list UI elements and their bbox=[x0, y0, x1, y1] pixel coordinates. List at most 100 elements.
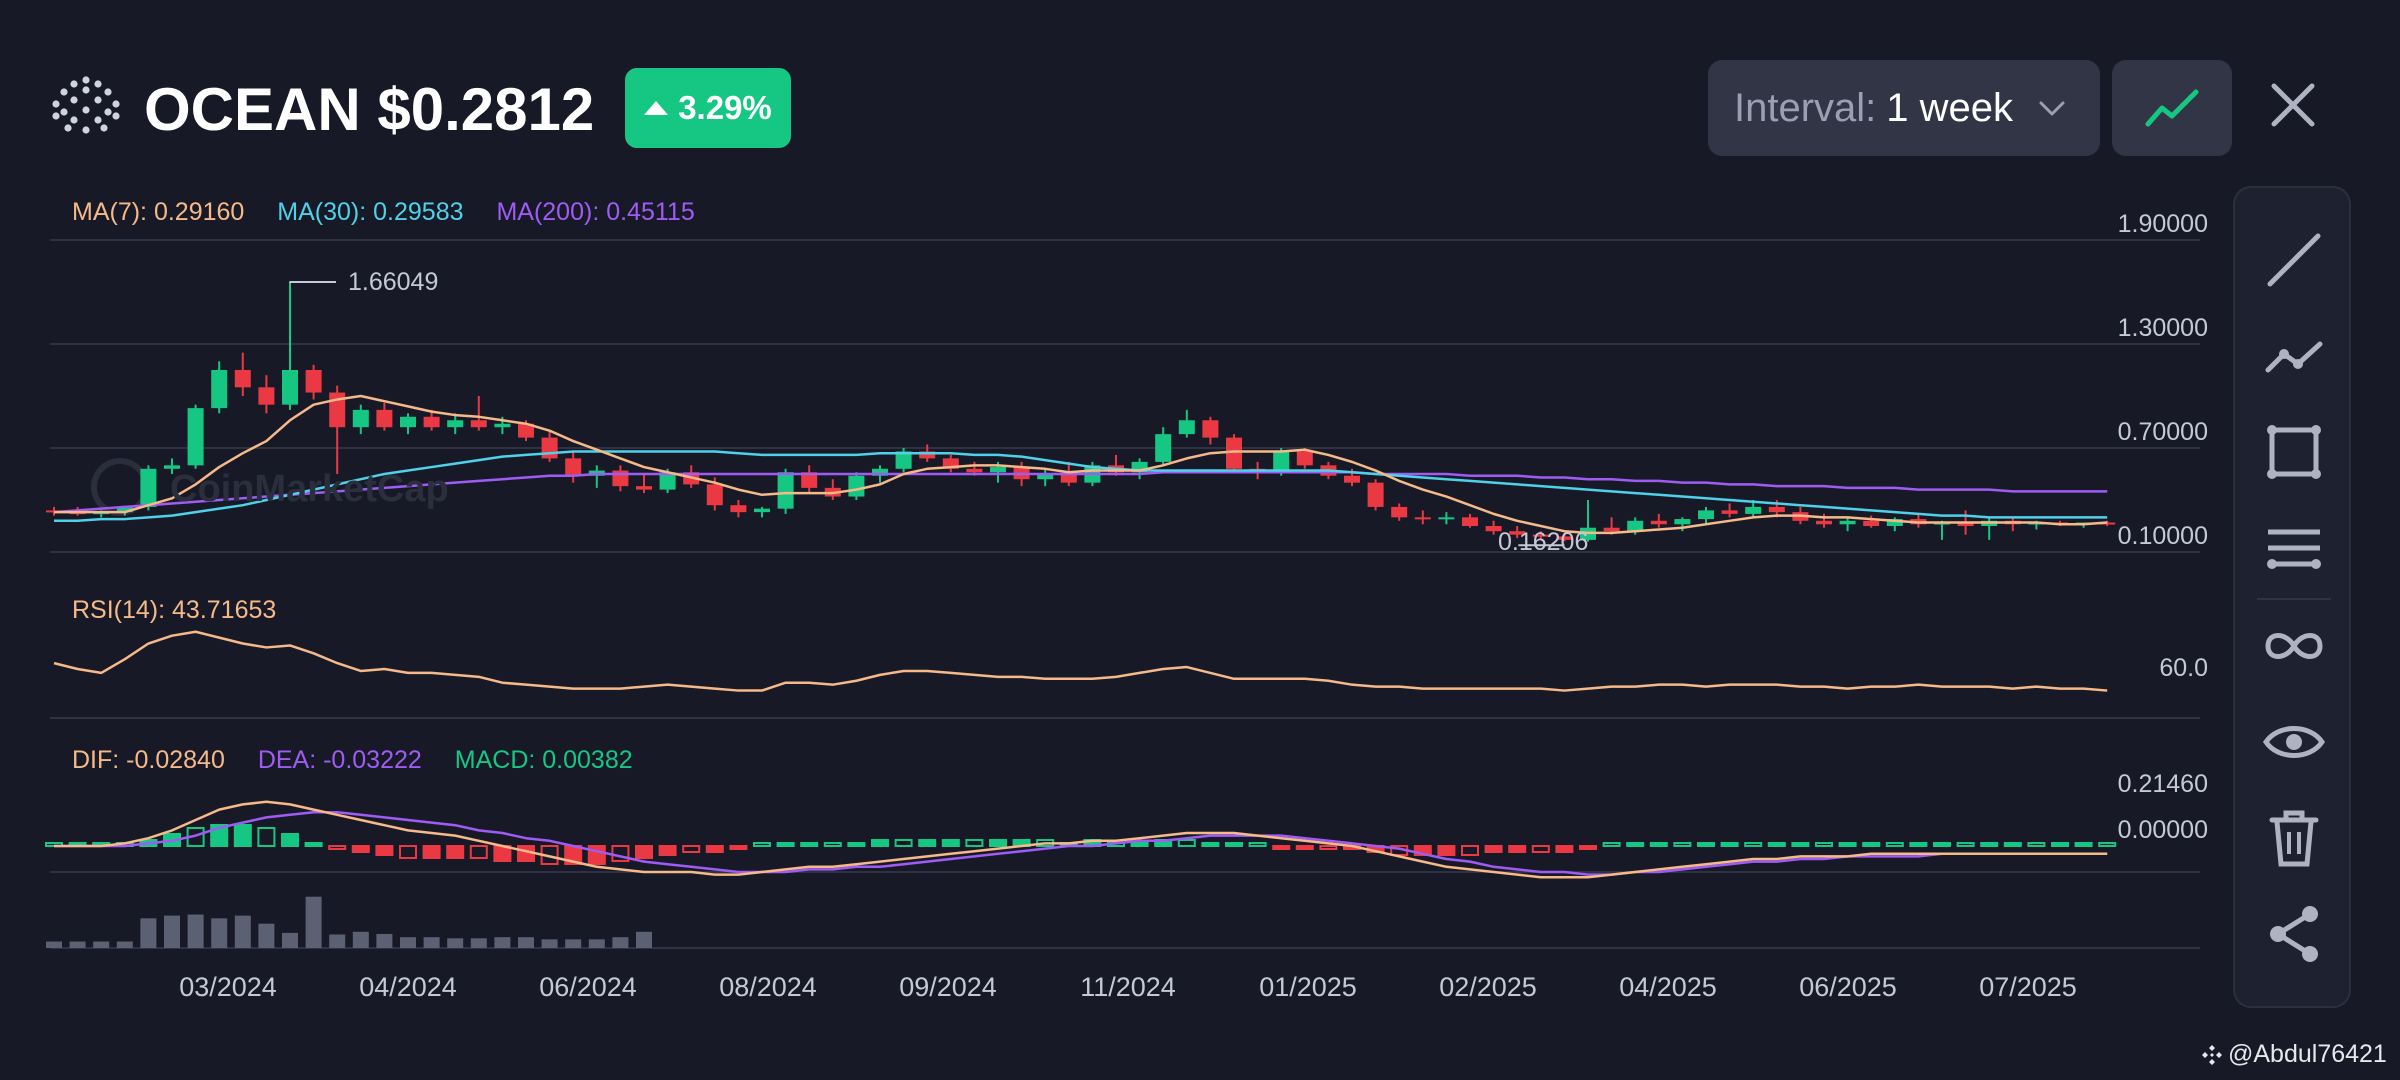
macd-histogram-bar bbox=[1720, 842, 1739, 847]
candle-body bbox=[1698, 510, 1714, 520]
logo-dot bbox=[52, 112, 60, 120]
candle-body bbox=[754, 508, 770, 513]
macd-histogram-bar bbox=[304, 842, 323, 847]
volume-bar bbox=[494, 937, 511, 948]
y-tick-label: 1.90000 bbox=[2117, 210, 2208, 238]
rsi-tick-label: 60.0 bbox=[2159, 654, 2208, 682]
candle-body bbox=[1650, 520, 1667, 525]
macd-histogram-bar bbox=[682, 845, 701, 853]
trend-line-icon bbox=[2267, 233, 2321, 287]
volume-bar bbox=[234, 915, 251, 948]
rectangle-icon bbox=[2267, 425, 2321, 479]
macd-histogram-bar bbox=[1295, 845, 1314, 850]
share-button[interactable] bbox=[2254, 894, 2334, 974]
delete-drawings-button[interactable] bbox=[2254, 798, 2334, 878]
y-tick-label: 0.10000 bbox=[2117, 522, 2208, 550]
x-tick-label: 01/2025 bbox=[1259, 972, 1357, 1002]
macd-histogram-bar bbox=[1319, 845, 1338, 850]
logo-dot bbox=[82, 76, 90, 84]
macd-histogram-bar bbox=[1508, 845, 1527, 853]
macd-histogram-bar bbox=[257, 827, 276, 847]
logo-dot bbox=[94, 80, 102, 88]
price-chart[interactable] bbox=[0, 0, 2220, 1010]
close-button[interactable] bbox=[2262, 74, 2324, 136]
macd-histogram-bar bbox=[1697, 842, 1715, 847]
chevron-down-icon bbox=[2039, 101, 2065, 116]
low-price-label: 0.16206 bbox=[1498, 528, 1589, 556]
x-tick-label: 09/2024 bbox=[899, 972, 997, 1002]
candle-body bbox=[966, 468, 983, 473]
dif-line bbox=[54, 800, 2108, 879]
visibility-toggle[interactable] bbox=[2254, 702, 2334, 782]
macd-histogram-bar bbox=[1649, 842, 1668, 847]
candle-body bbox=[1391, 506, 1408, 518]
credit-text: @Abdul76421 bbox=[2228, 1040, 2387, 1068]
x-tick-label: 07/2025 bbox=[1979, 972, 2077, 1002]
macd-histogram-bar bbox=[635, 845, 653, 859]
logo-dot bbox=[82, 106, 90, 114]
interval-select[interactable]: Interval: 1 week bbox=[1708, 60, 2100, 156]
logo-dot bbox=[60, 108, 68, 116]
ma7-line bbox=[54, 394, 2108, 535]
parallel-lines-icon bbox=[2267, 529, 2321, 569]
rectangle-tool[interactable] bbox=[2254, 412, 2334, 492]
candle-body bbox=[1556, 536, 1573, 540]
candle-body bbox=[1462, 517, 1478, 526]
macd-histogram-bar bbox=[1673, 842, 1692, 847]
candle-body bbox=[1509, 531, 1526, 535]
infinity-icon bbox=[2265, 633, 2323, 659]
macd-histogram-bar bbox=[2074, 842, 2093, 847]
macd-value-legend: MACD: 0.00382 bbox=[454, 746, 633, 774]
candle-body bbox=[801, 472, 818, 488]
drawing-toolbar bbox=[2233, 186, 2351, 1008]
volume-bar bbox=[187, 914, 204, 948]
toolbar-divider bbox=[2257, 598, 2331, 600]
ma30-legend: MA(30): 0.29583 bbox=[277, 198, 464, 226]
logo-dot bbox=[100, 124, 108, 132]
line-chart-icon bbox=[2145, 89, 2199, 127]
infinity-tool[interactable] bbox=[2254, 606, 2334, 686]
macd-histogram-bar bbox=[1602, 842, 1621, 847]
volume-bar bbox=[164, 915, 180, 948]
ma7-legend: MA(7): 0.29160 bbox=[72, 198, 245, 226]
logo-dot bbox=[70, 96, 78, 104]
x-tick-label: 02/2025 bbox=[1439, 972, 1537, 1002]
macd-histogram-bar bbox=[1555, 845, 1574, 853]
volume-bar bbox=[518, 937, 534, 948]
volume-bar bbox=[46, 941, 62, 948]
macd-tick-label: 0.00000 bbox=[2117, 816, 2208, 844]
dea-line bbox=[54, 810, 2108, 876]
candle-body bbox=[636, 486, 652, 490]
header-bar: OCEAN $0.2812 3.29% Interval: 1 week bbox=[0, 0, 2400, 180]
trend-line-tool[interactable] bbox=[2254, 220, 2334, 300]
parallel-lines-tool[interactable] bbox=[2254, 508, 2334, 588]
candle-body bbox=[1485, 526, 1502, 532]
volume-bar bbox=[636, 931, 652, 948]
dea-legend: DEA: -0.03222 bbox=[257, 746, 422, 774]
macd-histogram-bar bbox=[918, 839, 937, 847]
macd-histogram-bar bbox=[1272, 845, 1291, 850]
macd-histogram-bar bbox=[2098, 842, 2117, 847]
logo-dot bbox=[64, 124, 72, 132]
polyline-tool[interactable] bbox=[2254, 316, 2334, 396]
volume-bar bbox=[258, 923, 275, 948]
volume-bar bbox=[376, 933, 393, 948]
candle-body bbox=[1957, 522, 1974, 526]
candle-body bbox=[305, 370, 322, 393]
candle-body bbox=[187, 408, 204, 466]
macd-histogram-bar bbox=[776, 842, 795, 847]
logo-dot bbox=[60, 88, 68, 96]
candle-body bbox=[282, 370, 298, 405]
macd-histogram-bar bbox=[705, 845, 724, 853]
macd-histogram-bar bbox=[1980, 842, 1999, 847]
logo-dot bbox=[52, 100, 60, 108]
volume-bar bbox=[447, 938, 464, 948]
candle-body bbox=[919, 451, 936, 459]
page-title: OCEAN $0.2812 bbox=[144, 76, 595, 143]
macd-histogram-bar bbox=[1130, 842, 1149, 847]
candle-body bbox=[1721, 510, 1738, 514]
candle-body bbox=[211, 370, 228, 409]
chart-type-button[interactable] bbox=[2112, 60, 2232, 156]
eye-icon bbox=[2262, 726, 2326, 758]
volume-bar bbox=[116, 941, 133, 948]
